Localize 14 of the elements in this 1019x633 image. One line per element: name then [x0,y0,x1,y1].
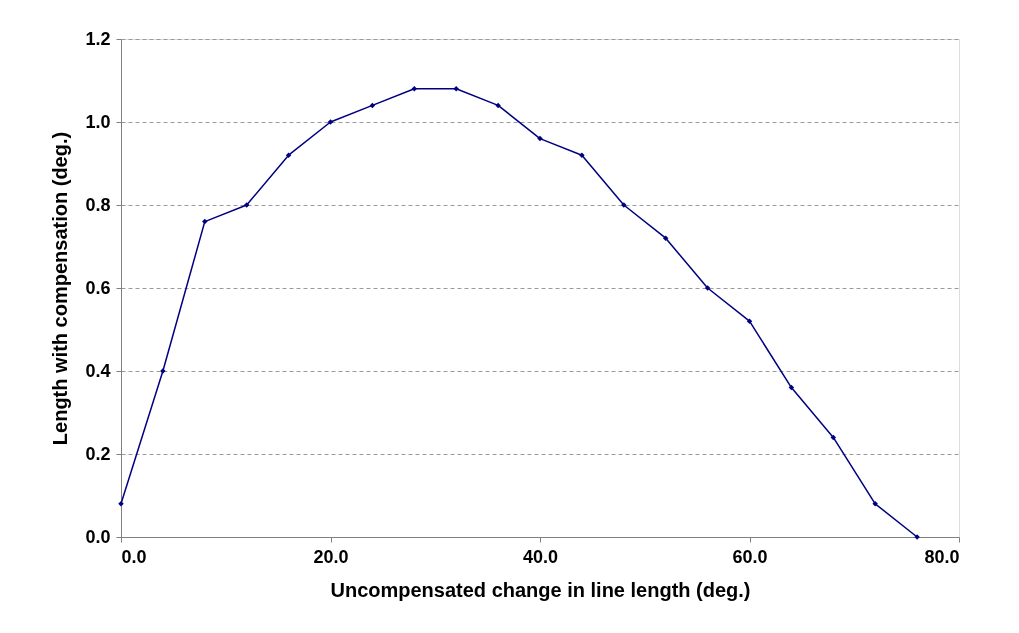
x-axis-title: Uncompensated change in line length (deg.) [330,578,751,601]
y-tick-label: 0.4 [85,360,111,381]
y-tick-label: 0.8 [85,194,111,215]
y-tick-label: 0.2 [85,443,111,464]
y-axis-title: Length with compensation (deg.) [49,131,72,446]
x-tick-label: 60.0 [732,546,768,567]
y-tick-label: 0.6 [85,277,111,298]
x-tick-label: 80.0 [924,546,960,567]
y-tick-label: 0.0 [85,526,111,547]
x-tick-label: 40.0 [522,546,559,567]
x-tick-label: 0.0 [121,546,147,567]
y-tick-label: 1.2 [85,28,111,49]
y-tick-label: 1.0 [85,111,111,132]
x-tick-label: 20.0 [313,546,349,567]
